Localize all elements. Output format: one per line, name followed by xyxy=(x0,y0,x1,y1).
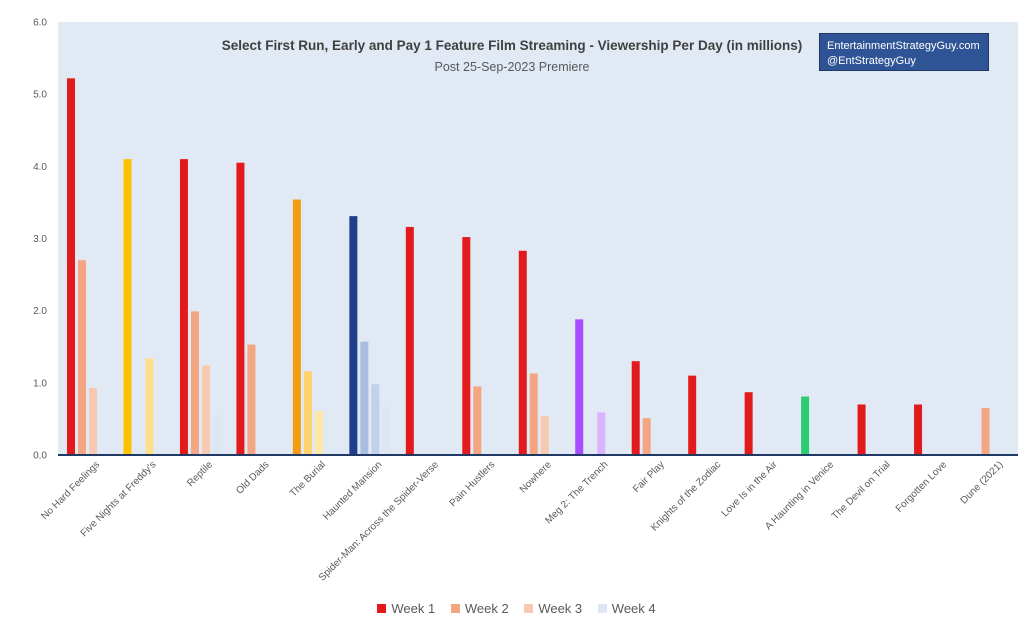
category-label-no-hard-feelings: No Hard Feelings xyxy=(39,459,102,522)
legend: Week 1 Week 2 Week 3 Week 4 xyxy=(0,601,1033,616)
bar-reptile-week-3 xyxy=(201,365,210,455)
category-label-the-devil-on-trial: The Devil on Trial xyxy=(830,459,893,522)
bar-meg-2-the-trench-week-3 xyxy=(597,412,606,455)
y-tick-label: 0.0 xyxy=(33,451,47,462)
credit-handle: @EntStrategyGuy xyxy=(827,55,916,67)
bar-the-devil-on-trial-week-1 xyxy=(857,404,866,455)
chart-title: Select First Run, Early and Pay 1 Featur… xyxy=(222,38,802,53)
bar-a-haunting-in-venice-week-1 xyxy=(801,396,810,455)
y-tick-label: 1.0 xyxy=(33,378,47,389)
category-label-reptile: Reptile xyxy=(185,459,215,489)
category-label-haunted-mansion: Haunted Mansion xyxy=(321,459,384,522)
bar-fair-play-week-2 xyxy=(642,418,651,455)
bar-haunted-mansion-week-1 xyxy=(349,216,358,455)
bar-the-burial-week-2 xyxy=(303,371,312,455)
bar-no-hard-feelings-week-1 xyxy=(67,78,75,455)
category-label-pain-hustlers: Pain Hustlers xyxy=(448,459,498,509)
bar-pain-hustlers-week-2 xyxy=(473,386,482,455)
bar-knights-of-the-zodiac-week-1 xyxy=(688,375,697,455)
bar-haunted-mansion-week-3 xyxy=(371,384,380,455)
bar-forgotten-love-week-1 xyxy=(914,404,923,455)
credit-box: EntertainmentStrategyGuy.com @EntStrateg… xyxy=(819,33,989,71)
legend-item-week-1: Week 1 xyxy=(377,601,435,616)
legend-item-week-4: Week 4 xyxy=(597,601,656,616)
legend-item-week-2: Week 2 xyxy=(450,601,509,616)
bars xyxy=(67,78,990,455)
legend-swatch xyxy=(524,604,534,614)
bar-pain-hustlers-week-1 xyxy=(462,237,471,455)
bar-haunted-mansion-week-2 xyxy=(360,341,369,455)
category-label-old-dads: Old Dads xyxy=(234,459,271,496)
legend-label: Week 1 xyxy=(391,601,436,616)
bar-reptile-week-2 xyxy=(190,311,199,455)
bar-fair-play-week-1 xyxy=(631,361,640,455)
y-tick-label: 2.0 xyxy=(33,306,47,317)
bar-no-hard-feelings-week-2 xyxy=(78,260,86,455)
bar-no-hard-feelings-week-3 xyxy=(89,387,97,455)
bar-nowhere-week-1 xyxy=(518,250,527,455)
legend-label: Week 2 xyxy=(464,601,509,616)
bar-nowhere-week-2 xyxy=(529,373,538,455)
category-label-nowhere: Nowhere xyxy=(518,459,554,495)
bar-spider-man-across-the-spider-verse-week-1 xyxy=(405,226,414,455)
category-label-fair-play: Fair Play xyxy=(631,459,667,495)
bar-old-dads-week-1 xyxy=(236,162,245,455)
category-label-spider-man-across-the-spider-verse: Spider-Man: Across the Spider-Verse xyxy=(317,459,441,583)
legend-item-week-3: Week 3 xyxy=(524,601,582,616)
bar-nowhere-week-3 xyxy=(540,416,549,455)
category-label-love-is-in-the-air: Love Is in the Air xyxy=(720,459,781,520)
y-tick-label: 4.0 xyxy=(33,162,47,173)
bar-haunted-mansion-week-4 xyxy=(382,406,391,455)
bar-dune-2021-week-2 xyxy=(981,408,990,455)
bar-meg-2-the-trench-week-1 xyxy=(575,319,584,455)
plot-background xyxy=(58,22,1018,455)
bar-five-nights-at-freddy-s-week-1 xyxy=(123,159,132,455)
bar-the-burial-week-1 xyxy=(292,199,301,455)
y-axis: 0.0 1.0 2.0 3.0 4.0 5.0 6.0 xyxy=(33,18,47,462)
y-tick-label: 6.0 xyxy=(33,18,47,29)
category-label-meg-2-the-trench: Meg 2: The Trench xyxy=(543,459,610,526)
bar-the-burial-week-3 xyxy=(314,410,323,455)
legend-swatch xyxy=(377,604,387,614)
legend-label: Week 4 xyxy=(611,601,656,616)
category-label-dune-2021: Dune (2021) xyxy=(959,459,1006,506)
bar-five-nights-at-freddy-s-week-3 xyxy=(145,358,154,455)
category-label-forgotten-love: Forgotten Love xyxy=(894,459,950,515)
credit-website: EntertainmentStrategyGuy.com xyxy=(827,40,980,52)
chart-subtitle: Post 25-Sep-2023 Premiere xyxy=(435,60,590,74)
legend-label: Week 3 xyxy=(538,601,583,616)
bar-reptile-week-4 xyxy=(212,415,221,455)
legend-swatch xyxy=(597,604,607,614)
bar-reptile-week-1 xyxy=(179,159,188,455)
legend-swatch xyxy=(450,604,460,614)
category-label-the-burial: The Burial xyxy=(288,459,328,499)
y-tick-label: 5.0 xyxy=(33,90,47,101)
y-tick-label: 3.0 xyxy=(33,234,47,245)
bar-old-dads-week-2 xyxy=(247,344,256,455)
bar-love-is-in-the-air-week-1 xyxy=(744,392,753,455)
